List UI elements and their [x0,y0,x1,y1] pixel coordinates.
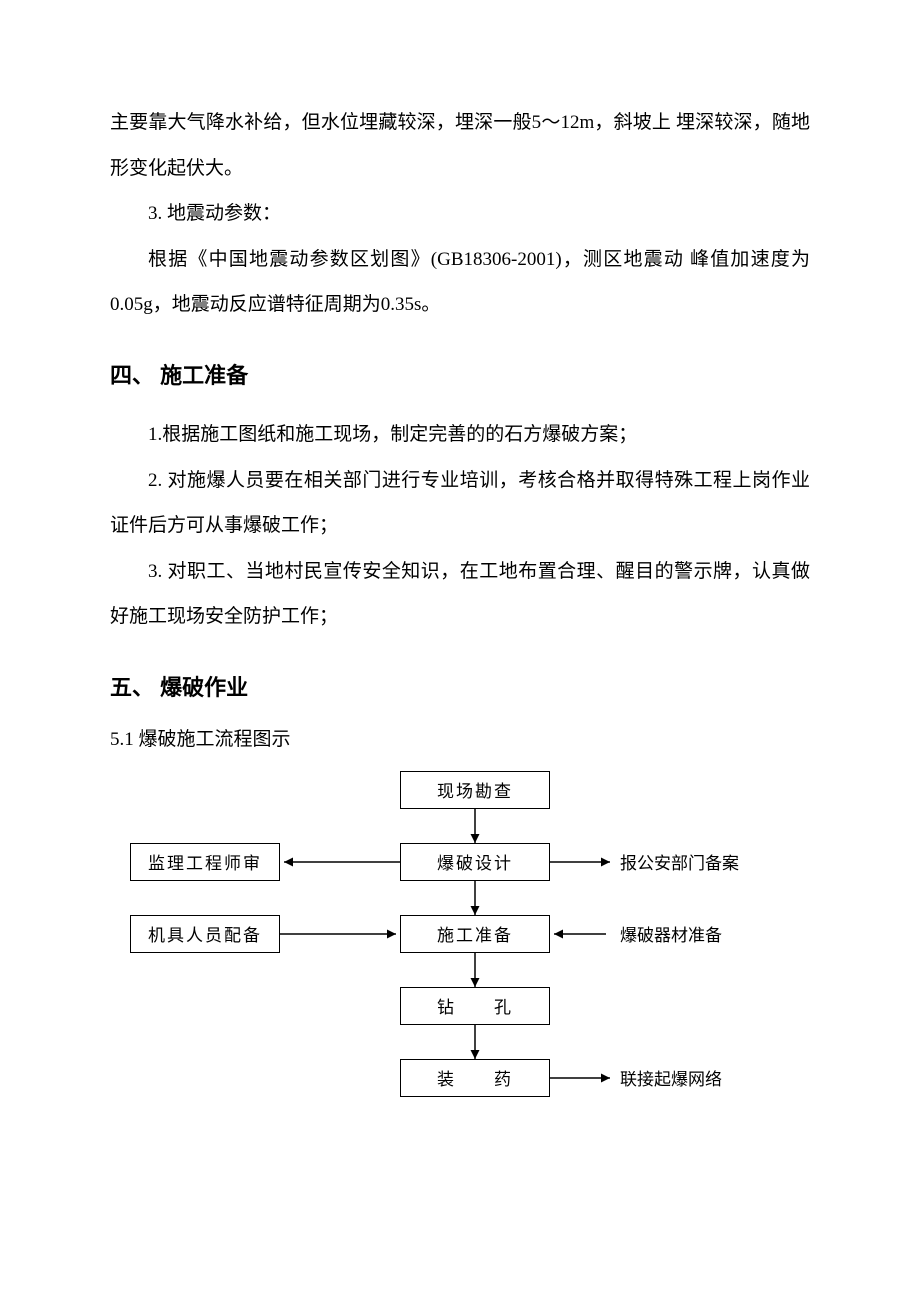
flow-box-supervisor: 监理工程师审 [130,843,280,881]
heading-section-4: 四、 施工准备 [110,358,810,390]
flow-box-charge: 装 药 [400,1059,550,1097]
section4-item-3: 3. 对职工、当地村民宣传安全知识，在工地布置合理、醒目的警示牌，认真做好施工现… [110,549,810,640]
paragraph-1: 主要靠大气降水补给，但水位埋藏较深，埋深一般5〜12m，斜坡上 埋深较深，随地形… [110,100,810,191]
flow-label-network: 联接起爆网络 [620,1059,722,1097]
flow-box-design: 爆破设计 [400,843,550,881]
flow-box-survey: 现场勘查 [400,771,550,809]
paragraph-3: 根据《中国地震动参数区划图》(GB18306-2001)，测区地震动 峰值加速度… [110,237,810,328]
subheading-5-1: 5.1 爆破施工流程图示 [110,724,810,751]
flow-label-report: 报公安部门备案 [620,843,739,881]
flow-box-staff: 机具人员配备 [130,915,280,953]
paragraph-2-label: 3. 地震动参数： [110,191,810,237]
page: 主要靠大气降水补给，但水位埋藏较深，埋深一般5〜12m，斜坡上 埋深较深，随地形… [0,0,920,1302]
flowchart: 现场勘查爆破设计施工准备钻 孔装 药 监理工程师审机具人员配备 报公安部门备案爆破器… [120,771,800,1191]
heading-section-5: 五、 爆破作业 [110,670,810,702]
flow-label-materials: 爆破器材准备 [620,915,722,953]
section4-item-2: 2. 对施爆人员要在相关部门进行专业培训，考核合格并取得特殊工程上岗作业证件后方… [110,458,810,549]
flow-box-drill: 钻 孔 [400,987,550,1025]
section4-item-1: 1.根据施工图纸和施工现场，制定完善的的石方爆破方案； [110,412,810,458]
flow-box-prepare: 施工准备 [400,915,550,953]
